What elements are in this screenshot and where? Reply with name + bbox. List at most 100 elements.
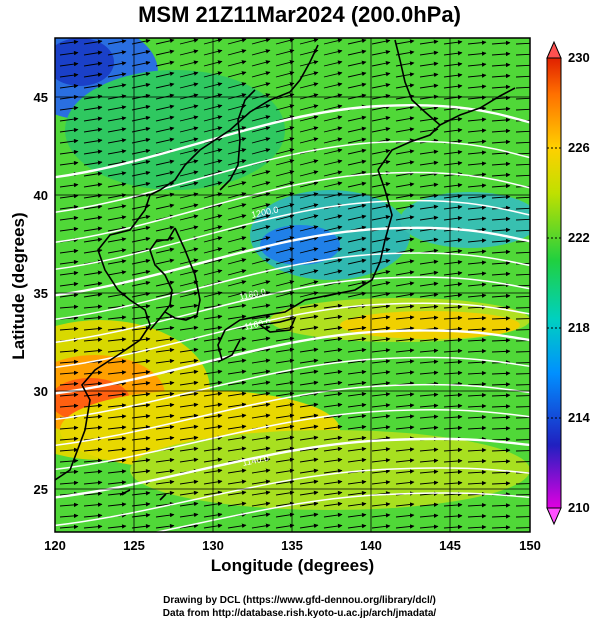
arrow-icon [107,171,127,177]
arrow-icon [83,281,103,287]
arrow-icon [419,370,439,375]
arrow-icon [515,173,530,178]
arrow-icon [467,194,487,199]
arrow-icon [323,269,343,276]
arrow-icon [131,236,151,243]
arrow-icon [83,425,103,430]
arrow-icon [323,468,343,474]
arrow-icon [347,358,367,364]
arrow-icon [107,348,127,353]
x-tick-label: 130 [202,538,224,553]
arrow-icon [515,305,530,310]
arrow-icon [491,525,511,530]
arrow-icon [275,501,295,507]
arrow-icon [347,380,367,386]
arrow-icon [83,315,103,320]
arrow-icon [443,51,463,56]
arrow-icon [107,204,127,210]
arrow-icon [59,281,79,287]
arrow-icon [467,161,487,166]
arrow-icon [467,40,487,45]
arrow-icon [371,126,391,133]
arrow-icon [299,347,319,353]
arrow-icon [467,348,487,354]
arrow-icon [491,338,511,343]
x-tick-label: 150 [519,538,541,553]
arrow-icon [299,435,319,441]
arrow-icon [515,525,530,530]
arrow-icon [131,436,151,441]
arrow-icon [515,74,530,79]
arrow-icon [323,402,343,408]
colorbar-tick-label: 214 [568,410,590,425]
arrow-icon [443,150,463,155]
colorbar-tick-label: 210 [568,500,590,515]
arrow-icon [131,447,151,452]
arrow-icon [275,82,295,89]
arrow-icon [59,72,79,78]
arrow-icon [323,236,343,243]
arrow-icon [395,149,415,155]
arrow-icon [323,303,343,309]
arrow-icon [515,415,530,420]
arrow-icon [59,160,79,166]
arrow-icon [395,83,415,89]
arrow-icon [299,225,319,232]
arrow-icon [491,62,511,68]
arrow-icon [419,149,439,155]
arrow-icon [59,425,79,431]
arrow-icon [443,425,463,431]
x-tick-label: 140 [360,538,382,553]
arrow-icon [59,226,79,232]
arrow-icon [251,413,271,419]
arrow-icon [419,524,439,529]
arrow-icon [59,304,79,310]
arrow-icon [467,315,487,321]
arrow-icon [179,380,199,386]
arrow-icon [419,215,439,221]
arrow-icon [59,215,79,221]
arrow-icon [227,435,247,441]
arrow-icon [299,247,319,254]
arrow-icon [419,392,439,397]
arrow-icon [491,327,511,332]
arrow-icon [299,181,319,188]
triangle-icon [546,507,562,526]
arrow-icon [443,337,463,343]
arrow-icon [131,524,151,529]
arrow-icon [251,82,271,89]
arrow-icon [395,315,415,320]
arrow-icon [515,459,530,464]
contour-line [55,437,530,499]
arrow-icon [179,203,199,210]
arrow-icon [155,303,175,309]
arrow-icon [515,393,530,398]
arrow-icon [323,325,343,331]
arrow-icon [419,160,439,166]
arrow-icon [371,247,391,254]
arrow-icon [515,140,530,145]
arrow-icon [443,249,463,254]
arrow-icon [131,291,151,298]
arrow-icon [491,371,511,376]
arrow-icon [227,236,247,243]
arrow-icon [83,403,103,408]
credit-line: Data from http://database.rish.kyoto-u.a… [162,608,437,619]
arrow-icon [443,480,463,486]
arrow-icon [251,369,271,375]
arrow-icon [179,280,199,287]
arrow-icon [467,392,487,398]
arrow-icon [155,280,175,287]
arrow-icon [227,38,247,45]
arrow-icon [251,501,271,507]
arrow-icon [275,424,295,430]
arrow-icon [491,139,511,145]
arrow-icon [107,50,127,56]
arrow-icon [251,490,271,496]
arrow-icon [227,490,247,496]
arrow-icon [515,272,530,277]
arrow-icon [371,502,391,507]
arrow-icon [491,404,511,409]
arrow-icon [155,402,175,408]
arrow-icon [395,524,415,529]
